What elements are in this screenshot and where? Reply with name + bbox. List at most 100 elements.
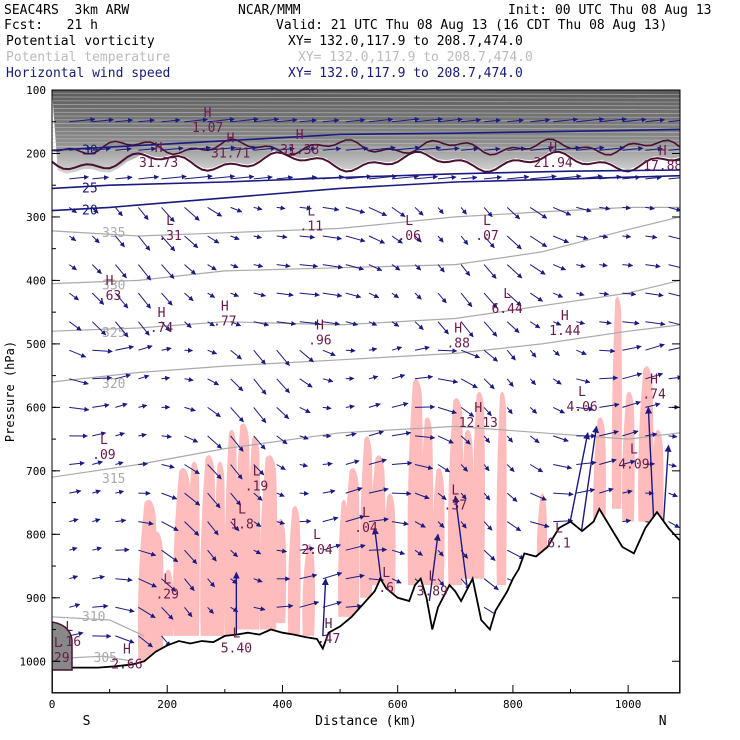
pv-extremum-letter: H xyxy=(221,300,229,315)
wind-vector xyxy=(253,492,263,501)
wind-vector xyxy=(322,405,332,411)
pv-extremum-value: .11 xyxy=(300,219,323,234)
wind-vector xyxy=(645,263,661,269)
pv-extremum-letter: L xyxy=(483,214,491,229)
wind-vector xyxy=(138,578,157,588)
wind-vector xyxy=(69,117,96,123)
strat-stripe xyxy=(52,134,680,137)
wind-vector xyxy=(299,263,319,269)
wind-vector xyxy=(452,495,468,586)
legend-xy: XY= 132.0,117.9 to 208.7,474.0 xyxy=(288,34,523,49)
wind-vector xyxy=(299,573,318,580)
wind-vector xyxy=(253,205,263,211)
pv-extremum-letter: H xyxy=(549,141,557,156)
x-tick-label: 0 xyxy=(49,698,56,711)
wind-vector xyxy=(92,518,101,523)
wind-vector xyxy=(253,234,262,240)
wind-vector xyxy=(506,235,522,250)
wind-vector xyxy=(552,349,560,356)
end-label-right: N xyxy=(659,714,667,729)
wind-vector xyxy=(161,521,179,532)
wind-vector xyxy=(622,518,632,524)
pv-extremum-letter: H xyxy=(316,319,324,334)
wind-vector xyxy=(276,263,291,269)
wind-vector xyxy=(668,235,680,242)
wind-vector xyxy=(345,486,363,494)
pv-column xyxy=(650,429,664,522)
wind-vector xyxy=(207,549,217,562)
wind-vector xyxy=(299,349,314,363)
wind-vector xyxy=(138,432,147,438)
wind-vector xyxy=(553,464,573,470)
pv-extremum-value: .74 xyxy=(642,388,666,403)
strat-stripe xyxy=(52,127,680,130)
wind-vector xyxy=(69,460,85,466)
wind-vector xyxy=(138,461,148,467)
wind-vector xyxy=(322,118,340,124)
wind-vector xyxy=(138,606,156,619)
wind-vector xyxy=(368,430,384,437)
wind-vector xyxy=(161,549,179,563)
wind-vector xyxy=(69,145,93,151)
pv-extremum-value: 3.89 xyxy=(417,584,448,599)
wind-vector xyxy=(207,349,218,355)
theta-line xyxy=(52,324,680,383)
strat-stripe xyxy=(52,96,680,99)
pv-extremum-letter: L xyxy=(238,503,246,518)
pv-extremum-value: .07 xyxy=(475,229,498,244)
wind-vector xyxy=(184,174,213,180)
wind-vector xyxy=(530,492,547,501)
wind-vector xyxy=(115,345,134,351)
wind-vector xyxy=(161,235,176,252)
wind-vector xyxy=(437,521,445,528)
wind-vector xyxy=(184,377,194,382)
wind-vector xyxy=(414,521,426,528)
wind-vector xyxy=(138,374,150,380)
wind-vector xyxy=(553,518,574,524)
theta-label: 330 xyxy=(102,279,125,294)
wind-vector xyxy=(230,292,240,297)
wind-vector xyxy=(299,406,311,414)
pv-column xyxy=(420,417,434,586)
wind-vector xyxy=(138,403,148,409)
wind-vector xyxy=(460,406,475,418)
pv-extremum-letter: L xyxy=(100,433,108,448)
wind-vector xyxy=(207,492,221,509)
wind-vector xyxy=(645,146,663,152)
wind-vector xyxy=(184,521,200,536)
wind-vector xyxy=(645,432,658,438)
wind-vector xyxy=(69,292,80,301)
pv-extremum-letter: H xyxy=(158,306,166,321)
theta-label: 325 xyxy=(102,326,125,341)
wind-vector xyxy=(437,492,447,501)
pv-column xyxy=(611,296,622,509)
wind-vector xyxy=(506,349,516,361)
x-tick-label: 600 xyxy=(388,698,408,711)
wind-vector xyxy=(368,292,380,299)
wind-vector xyxy=(506,264,523,279)
wind-vector xyxy=(645,372,664,380)
pv-extremum-letter: H xyxy=(650,373,658,388)
wind-vector xyxy=(115,175,133,181)
wind-vector xyxy=(506,378,514,387)
header-valid: Valid: 21 UTC Thu 08 Aug 13 (16 CDT Thu … xyxy=(276,18,668,33)
wind-vector xyxy=(230,321,242,327)
pv-extremum-value: .16 xyxy=(58,635,81,650)
wind-vector xyxy=(322,543,342,551)
wind-vector xyxy=(276,321,297,327)
pv-extremum-letter: L xyxy=(451,484,459,499)
wind-vector xyxy=(460,292,473,308)
wind-vector xyxy=(507,146,527,152)
pv-extremum-letter: L xyxy=(166,214,174,229)
pv-extremum-value: .04 xyxy=(354,521,378,536)
wind-vector xyxy=(299,118,317,124)
wind-vector xyxy=(530,145,554,151)
y-tick-label: 900 xyxy=(26,592,46,605)
theta-line xyxy=(52,425,680,478)
wind-vector xyxy=(529,407,538,414)
wind-vector xyxy=(461,175,478,181)
wind-vector xyxy=(207,206,223,217)
wind-vector xyxy=(184,606,193,618)
pv-column xyxy=(472,391,485,579)
wind-vector xyxy=(622,459,636,465)
